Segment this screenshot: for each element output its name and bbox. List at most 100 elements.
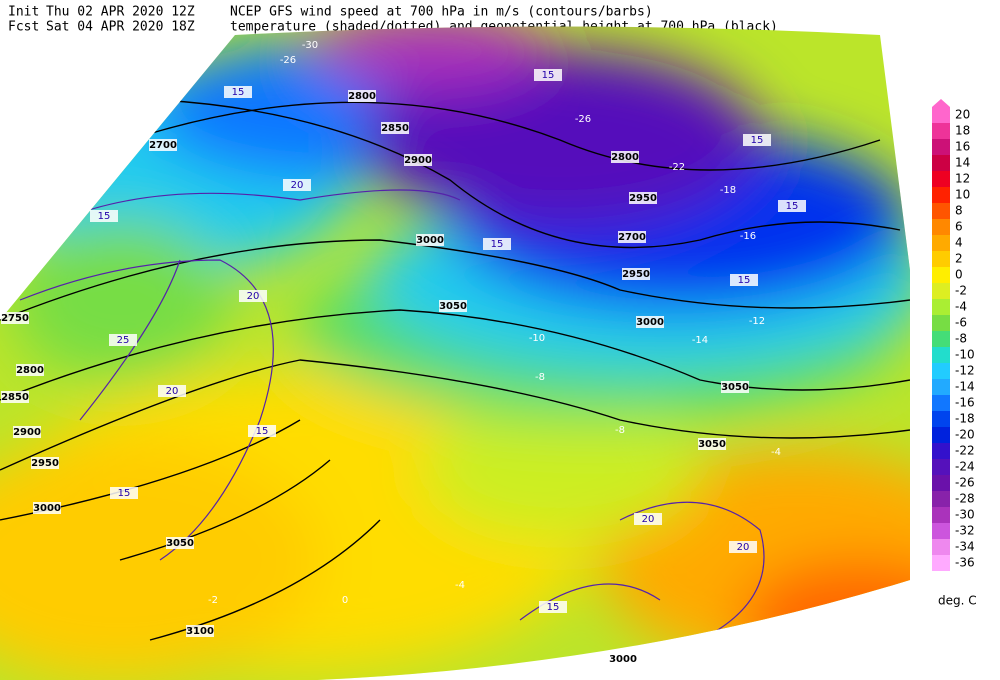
temperature-label: -4 — [455, 580, 465, 591]
colorbar-box — [932, 251, 950, 267]
temperature-label: -4 — [771, 447, 781, 458]
colorbar-box — [932, 555, 950, 571]
height-label-box — [186, 625, 214, 637]
wind-label: 15 — [232, 87, 245, 98]
colorbar-box — [932, 283, 950, 299]
fcst-label: Fcst — [8, 20, 39, 35]
height-label: 2850 — [1, 392, 29, 403]
height-label-box — [629, 192, 657, 204]
colorbar-box — [932, 123, 950, 139]
colorbar-box — [932, 347, 950, 363]
temperature-label: 0 — [342, 595, 348, 606]
height-label-box — [149, 139, 177, 151]
temperature-label: -10 — [529, 333, 545, 344]
height-label-box — [622, 268, 650, 280]
wind-label-box — [239, 290, 267, 302]
colorbar-box — [932, 299, 950, 315]
colorbar-box — [932, 475, 950, 491]
colorbar-box — [932, 539, 950, 555]
colorbar-label: -28 — [955, 492, 975, 506]
height-label: 2900 — [404, 155, 432, 166]
wind-label-box — [248, 425, 276, 437]
colorbar-box — [932, 187, 950, 203]
colorbar-box — [932, 267, 950, 283]
colorbar-label: 0 — [955, 268, 963, 282]
colorbar-label: -10 — [955, 348, 975, 362]
height-label: 3000 — [636, 317, 664, 328]
wind-label-box — [90, 210, 118, 222]
height-label: 3000 — [33, 503, 61, 514]
colorbar-label: -34 — [955, 540, 975, 554]
height-label: 2800 — [611, 152, 639, 163]
temperature-label: -18 — [720, 185, 736, 196]
colorbar-label: -12 — [955, 364, 975, 378]
wind-label: 15 — [256, 426, 269, 437]
height-label: 2800 — [348, 91, 376, 102]
wind-label-box — [743, 134, 771, 146]
colorbar-box — [932, 459, 950, 475]
temperature-label: -8 — [615, 425, 625, 436]
colorbar-box — [932, 491, 950, 507]
height-label: 3050 — [698, 439, 726, 450]
colorbar-label: -6 — [955, 316, 967, 330]
height-label-box — [16, 364, 44, 376]
height-label-box — [698, 438, 726, 450]
height-label-box — [636, 316, 664, 328]
height-label-box — [166, 537, 194, 549]
temperature-label: -14 — [692, 335, 708, 346]
height-label: 2800 — [16, 365, 44, 376]
colorbar-label: -20 — [955, 428, 975, 442]
colorbar-box — [932, 203, 950, 219]
wind-label: 15 — [118, 488, 131, 499]
wind-label: 20 — [291, 180, 304, 191]
init-time: Thu 02 APR 2020 12Z — [46, 5, 195, 20]
colorbar-label: -14 — [955, 380, 975, 394]
colorbar-box — [932, 507, 950, 523]
wind-label: 15 — [98, 211, 111, 222]
wind-label: 20 — [166, 386, 179, 397]
temperature-label: -16 — [740, 231, 756, 242]
colorbar-label: 6 — [955, 220, 963, 234]
colorbar-box — [932, 139, 950, 155]
temperature-label: -30 — [302, 40, 318, 51]
wind-label-box — [534, 69, 562, 81]
wind-label: 15 — [751, 135, 764, 146]
wind-label-box — [778, 200, 806, 212]
colorbar-label: -4 — [955, 300, 967, 314]
wind-label-box — [539, 601, 567, 613]
height-label-box — [381, 122, 409, 134]
map-labels: 2700 2800 2850 2900 2800 2950 2700 2950 3000 3050… — [1, 40, 806, 665]
wind-label: 15 — [491, 239, 504, 250]
wind-label: 15 — [547, 602, 560, 613]
colorbar-label: -36 — [955, 556, 975, 570]
temperature-label: -26 — [280, 55, 296, 66]
height-label-box — [33, 502, 61, 514]
colorbar-label: 14 — [955, 156, 970, 170]
colorbar-label: 20 — [955, 108, 970, 122]
temperature-label: -8 — [535, 372, 545, 383]
colorbar: 20181614121086420-2-4-6-8-10-12-14-16-18… — [932, 99, 975, 571]
height-label-box — [13, 426, 41, 438]
colorbar-label: -30 — [955, 508, 975, 522]
colorbar-label: -22 — [955, 444, 975, 458]
colorbar-box — [932, 363, 950, 379]
colorbar-box — [932, 331, 950, 347]
height-label: 2950 — [622, 269, 650, 280]
colorbar-box — [932, 427, 950, 443]
height-label: 2950 — [31, 458, 59, 469]
colorbar-label: 18 — [955, 124, 970, 138]
height-label-box — [618, 231, 646, 243]
temperature-label: -12 — [749, 316, 765, 327]
height-label: 2950 — [629, 193, 657, 204]
height-label: 2700 — [618, 232, 646, 243]
title-line1: NCEP GFS wind speed at 700 hPa in m/s (c… — [230, 5, 653, 20]
colorbar-label: 2 — [955, 252, 963, 266]
height-label: 2900 — [13, 427, 41, 438]
colorbar-label: 4 — [955, 236, 963, 250]
colorbar-label: 8 — [955, 204, 963, 218]
height-label-box — [1, 391, 29, 403]
colorbar-label: 10 — [955, 188, 970, 202]
colorbar-box — [932, 235, 950, 251]
colorbar-label: -18 — [955, 412, 975, 426]
wind-label-box — [730, 274, 758, 286]
